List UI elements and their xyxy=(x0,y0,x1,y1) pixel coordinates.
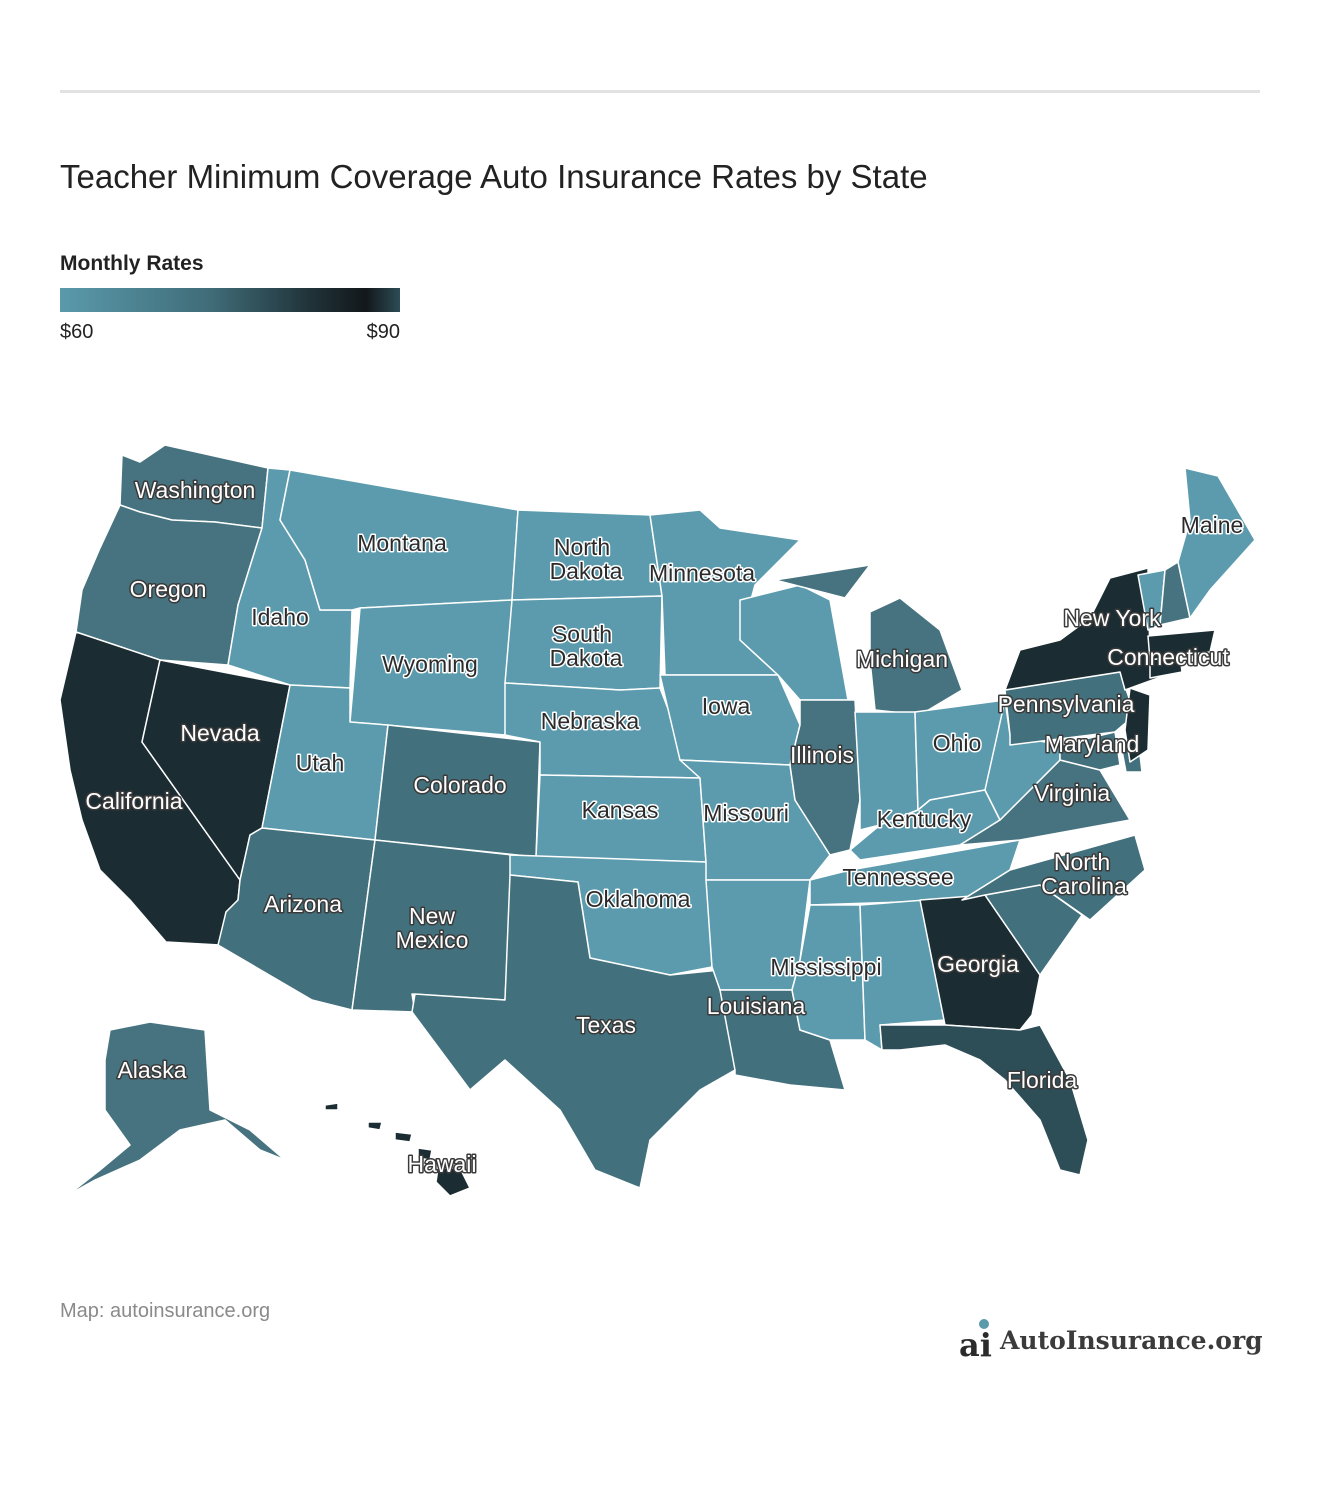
state-label-new-york: New York xyxy=(1063,605,1161,631)
top-divider xyxy=(60,90,1260,93)
state-label-hawaii: Hawaii xyxy=(407,1151,476,1177)
state-iowa[interactable] xyxy=(659,674,801,766)
state-label-north-carolina-2: Carolina xyxy=(1041,873,1127,899)
state-label-new-mexico-1: New xyxy=(409,903,455,929)
map-title: Teacher Minimum Coverage Auto Insurance … xyxy=(60,158,928,195)
state-florida[interactable] xyxy=(879,1024,1089,1176)
legend-max-label: $90 xyxy=(366,321,400,343)
state-label-south-dakota-2: Dakota xyxy=(550,645,623,671)
brand-name: AutoInsurance.org xyxy=(1000,1325,1263,1355)
state-label-kentucky: Kentucky xyxy=(877,806,972,832)
legend-min-label: $60 xyxy=(60,321,94,343)
state-label-maryland: Maryland xyxy=(1045,731,1140,757)
state-label-michigan: Michigan xyxy=(856,646,948,672)
state-texas[interactable] xyxy=(411,874,736,1189)
state-label-north-carolina-1: North xyxy=(1054,849,1110,875)
state-label-louisiana: Louisiana xyxy=(707,993,806,1019)
state-label-iowa: Iowa xyxy=(702,693,751,719)
state-massachusetts[interactable] xyxy=(1147,629,1216,661)
state-hawaii[interactable] xyxy=(324,1102,471,1197)
state-label-north-dakota-2: Dakota xyxy=(550,558,623,584)
state-label-tennessee: Tennessee xyxy=(842,864,953,890)
state-label-missouri: Missouri xyxy=(703,800,789,826)
state-label-ohio: Ohio xyxy=(933,730,982,756)
state-label-virginia: Virginia xyxy=(1034,780,1110,806)
state-label-nevada: Nevada xyxy=(180,720,259,746)
state-label-arizona: Arizona xyxy=(264,891,342,917)
state-label-maine: Maine xyxy=(1181,512,1244,538)
state-label-oklahoma: Oklahoma xyxy=(586,886,691,912)
state-label-wyoming: Wyoming xyxy=(382,651,478,677)
state-label-texas: Texas xyxy=(576,1012,636,1038)
state-label-kansas: Kansas xyxy=(582,797,659,823)
state-label-south-dakota-1: South xyxy=(552,621,612,647)
state-label-utah: Utah xyxy=(296,750,345,776)
state-label-connecticut: Connecticut xyxy=(1107,644,1229,670)
state-alaska[interactable] xyxy=(67,1021,286,1196)
state-new-jersey[interactable] xyxy=(1124,687,1151,763)
state-label-washington: Washington xyxy=(135,477,256,503)
state-label-florida: Florida xyxy=(1007,1067,1078,1093)
state-label-new-mexico-2: Mexico xyxy=(396,927,469,953)
svg-text:ai: ai xyxy=(959,1326,992,1362)
brand-logo: ai AutoInsurance.org xyxy=(958,1318,1263,1362)
state-maryland[interactable] xyxy=(1059,731,1121,771)
state-label-alaska: Alaska xyxy=(117,1057,186,1083)
state-maine[interactable] xyxy=(1177,467,1256,619)
state-label-oregon: Oregon xyxy=(130,576,207,602)
state-label-idaho: Idaho xyxy=(251,604,309,630)
autoinsurance-logo-icon: ai xyxy=(959,1319,992,1362)
legend-gradient-bar xyxy=(60,288,400,312)
state-label-nebraska: Nebraska xyxy=(541,708,640,734)
state-michigan[interactable] xyxy=(774,564,963,716)
legend-title: Monthly Rates xyxy=(60,252,204,275)
legend: Monthly Rates $60 $90 xyxy=(60,252,400,347)
state-label-pennsylvania: Pennsylvania xyxy=(998,691,1135,717)
state-label-mississippi: Mississippi xyxy=(770,954,881,980)
state-label-minnesota: Minnesota xyxy=(649,560,755,586)
state-label-illinois: Illinois xyxy=(790,742,854,768)
state-north-carolina[interactable] xyxy=(961,834,1146,921)
state-label-california: California xyxy=(85,788,182,814)
state-label-north-dakota-1: North xyxy=(554,534,610,560)
state-label-colorado: Colorado xyxy=(413,772,506,798)
state-label-montana: Montana xyxy=(357,530,447,556)
state-label-georgia: Georgia xyxy=(937,951,1019,977)
map-source: Map: autoinsurance.org xyxy=(60,1300,271,1322)
